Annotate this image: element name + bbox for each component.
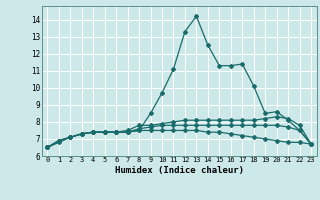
X-axis label: Humidex (Indice chaleur): Humidex (Indice chaleur): [115, 166, 244, 175]
